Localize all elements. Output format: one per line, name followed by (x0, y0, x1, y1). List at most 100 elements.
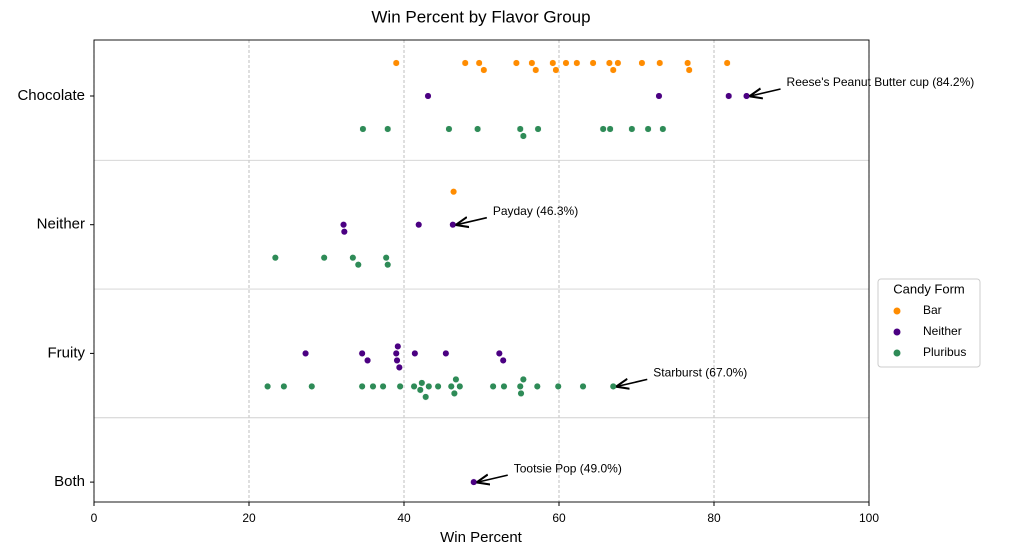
legend-marker (893, 328, 901, 336)
point (609, 66, 617, 74)
point (349, 254, 357, 262)
annotation-arrow (478, 475, 508, 482)
point (445, 125, 453, 133)
point (461, 59, 469, 67)
point (450, 188, 458, 196)
legend-label: Bar (923, 303, 942, 317)
point (614, 59, 622, 67)
point (456, 382, 464, 390)
point (354, 261, 362, 269)
point (655, 92, 663, 100)
point (659, 125, 667, 133)
point (743, 92, 751, 100)
point (447, 382, 455, 390)
point (418, 379, 426, 387)
point (280, 382, 288, 390)
point (411, 349, 419, 357)
point (628, 125, 636, 133)
point (442, 349, 450, 357)
y-tick-label: Fruity (48, 344, 86, 361)
point (685, 66, 693, 74)
point (500, 382, 508, 390)
x-tick-label: 20 (242, 511, 256, 525)
point (475, 59, 483, 67)
point (395, 363, 403, 371)
point (533, 382, 541, 390)
plot-frame (93, 39, 870, 503)
point (684, 59, 692, 67)
point (271, 254, 279, 262)
point (452, 375, 460, 383)
point (369, 382, 377, 390)
point (534, 125, 542, 133)
point (638, 59, 646, 67)
x-tick-label: 0 (91, 511, 98, 525)
point (394, 342, 402, 350)
point (606, 125, 614, 133)
point (495, 349, 503, 357)
point (725, 92, 733, 100)
point (579, 382, 587, 390)
point (264, 382, 272, 390)
point (302, 349, 310, 357)
point (393, 356, 401, 364)
point (723, 59, 731, 67)
plot-area (94, 40, 869, 502)
point (340, 228, 348, 236)
x-tick-label: 60 (552, 511, 566, 525)
point (489, 382, 497, 390)
point (358, 382, 366, 390)
y-tick-label: Both (54, 473, 85, 490)
x-tick-label: 80 (707, 511, 721, 525)
x-tick-label: 100 (859, 511, 879, 525)
annotation-text: Payday (46.3%) (493, 204, 578, 218)
legend: Candy Form Bar Neither Pluribus (877, 278, 981, 368)
point (450, 389, 458, 397)
legend-box (877, 278, 981, 368)
annotation-arrow (457, 218, 488, 225)
point (573, 59, 581, 67)
point (364, 356, 372, 364)
point (308, 382, 316, 390)
point (554, 382, 562, 390)
point (416, 386, 424, 394)
point (599, 125, 607, 133)
point (449, 221, 457, 229)
point (384, 125, 392, 133)
point (320, 254, 328, 262)
x-tick-label: 40 (397, 511, 411, 525)
point (358, 349, 366, 357)
annotation-text: Starburst (67.0%) (653, 366, 747, 380)
point (552, 66, 560, 74)
point (392, 349, 400, 357)
point (382, 254, 390, 262)
point (499, 356, 507, 364)
legend-label: Pluribus (923, 345, 966, 359)
point (605, 59, 613, 67)
annotation-arrow (751, 89, 781, 96)
point (480, 66, 488, 74)
point (528, 59, 536, 67)
point (410, 382, 418, 390)
point (589, 59, 597, 67)
point (340, 221, 348, 229)
point (434, 382, 442, 390)
point (549, 59, 557, 67)
point (516, 382, 524, 390)
point (425, 382, 433, 390)
point (379, 382, 387, 390)
annotation-text: Reese's Peanut Butter cup (84.2%) (787, 75, 975, 89)
legend-marker (893, 307, 901, 315)
point (519, 375, 527, 383)
point (512, 59, 520, 67)
point (609, 382, 617, 390)
point (516, 125, 524, 133)
point (519, 132, 527, 140)
legend-title: Candy Form (893, 281, 965, 296)
annotation-arrow (617, 379, 648, 386)
annotation-text: Tootsie Pop (49.0%) (514, 461, 622, 475)
point (384, 261, 392, 269)
point (517, 389, 525, 397)
point (474, 125, 482, 133)
